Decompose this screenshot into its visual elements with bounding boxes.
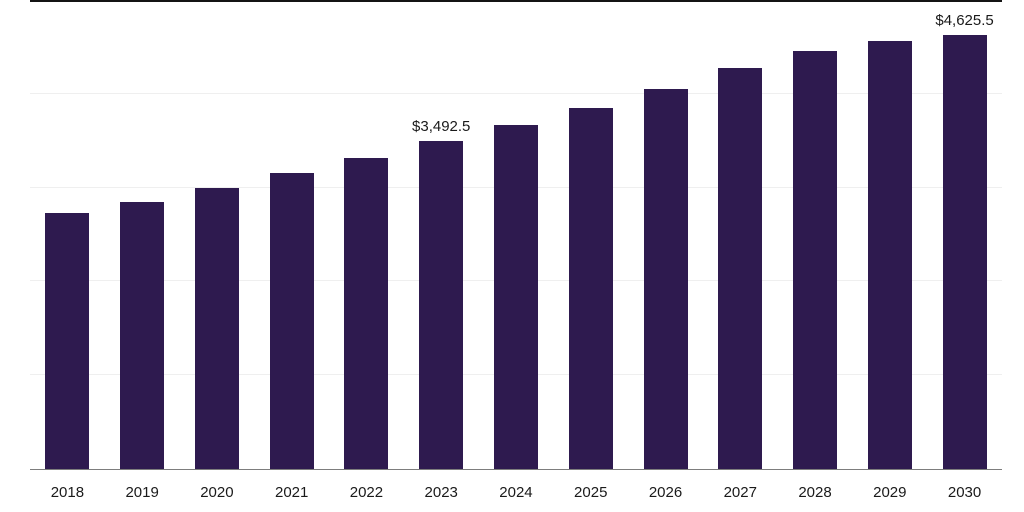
- x-axis-label-2019: 2019: [125, 484, 159, 501]
- bar-group-2025: [553, 0, 628, 469]
- x-axis-label-2024: 2024: [499, 484, 533, 501]
- bar-group-2024: [479, 0, 554, 469]
- bar-2027: [718, 68, 763, 469]
- bar-2029: [867, 41, 912, 469]
- bar-group-2020: [180, 0, 255, 469]
- bar-group-2027: [703, 0, 778, 469]
- bar-group-2023: $3,492.5: [404, 0, 479, 469]
- chart-top-border: [30, 0, 1002, 2]
- value-label-2023: $3,492.5: [412, 118, 471, 136]
- bar-2025: [568, 107, 613, 469]
- bar-2020: [194, 187, 239, 469]
- plot-wrap: $3,492.5 $4,625.5: [30, 0, 1002, 470]
- bar-group-2029: [852, 0, 927, 469]
- plot-area: $3,492.5 $4,625.5: [30, 0, 1002, 469]
- bar-group-2021: [254, 0, 329, 469]
- bar-group-2018: [30, 0, 105, 469]
- bar-2026: [643, 89, 688, 469]
- bar-2024: [493, 124, 538, 469]
- x-axis-label-2020: 2020: [200, 484, 234, 501]
- x-axis: 2018 2019 2020 2021 2022 2023 2024 2025 2026 2027…: [30, 471, 1002, 501]
- bar-group-2028: [778, 0, 853, 469]
- bar-2022: [344, 157, 389, 469]
- bar-group-2030: $4,625.5: [927, 0, 1002, 469]
- bar-2018: [45, 213, 90, 469]
- x-axis-label-2027: 2027: [723, 484, 757, 501]
- bar-group-2019: [105, 0, 180, 469]
- x-axis-label-2021: 2021: [274, 484, 309, 501]
- bar-2021: [269, 172, 314, 469]
- bar-2023: $3,492.5: [412, 118, 470, 469]
- bar-group-2022: [329, 0, 404, 469]
- bar-2030: $4,625.5: [935, 12, 994, 469]
- value-label-2030: $4,625.5: [935, 12, 994, 30]
- x-axis-label-2023: 2023: [424, 484, 458, 501]
- bar-group-2026: [628, 0, 703, 469]
- gridline: [30, 92, 1002, 94]
- x-axis-label-2018: 2018: [50, 484, 85, 501]
- x-axis-label-2026: 2026: [648, 484, 683, 501]
- bar-2019: [120, 201, 165, 469]
- x-axis-label-2030: 2030: [947, 484, 982, 501]
- x-axis-label-2028: 2028: [798, 484, 832, 501]
- x-axis-label-2029: 2029: [873, 484, 907, 501]
- x-axis-label-2025: 2025: [574, 484, 608, 501]
- bar-2028: [793, 50, 838, 469]
- x-axis-label-2022: 2022: [349, 484, 384, 501]
